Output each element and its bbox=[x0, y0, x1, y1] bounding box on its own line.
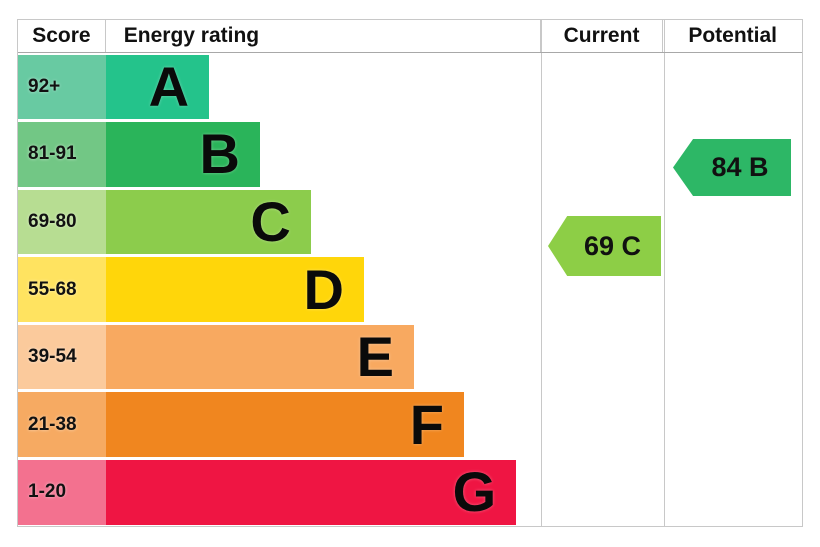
score-cell-g: 1-20 bbox=[18, 459, 106, 525]
bar-area-f: F bbox=[106, 391, 541, 459]
score-cell-e: 39-54 bbox=[18, 324, 106, 390]
rating-bar-f: F bbox=[106, 392, 464, 457]
rating-bar-g: G bbox=[106, 459, 517, 525]
band-row-b: 81-91 B bbox=[18, 121, 802, 189]
band-row-c: 69-80 C bbox=[18, 188, 802, 256]
current-column-divider bbox=[541, 20, 542, 526]
band-row-e: 39-54 E bbox=[18, 323, 802, 391]
rating-bar-c: C bbox=[106, 189, 311, 255]
current-rating-arrow: 69 C bbox=[548, 216, 661, 276]
bar-area-b: B bbox=[106, 121, 541, 189]
header-current: Current bbox=[539, 20, 663, 52]
score-cell-a: 92+ bbox=[18, 54, 106, 120]
potential-rating-arrow: 84 B bbox=[673, 139, 791, 196]
bar-area-g: G bbox=[106, 458, 541, 526]
rating-letter-g: G bbox=[452, 460, 497, 524]
score-cell-c: 69-80 bbox=[18, 189, 106, 255]
score-cell-f: 21-38 bbox=[18, 392, 106, 457]
header-potential: Potential bbox=[662, 20, 802, 52]
bar-area-c: C bbox=[106, 188, 541, 256]
rating-bar-d: D bbox=[106, 257, 364, 322]
rating-letter-e: E bbox=[356, 325, 394, 389]
bar-area-a: A bbox=[106, 53, 541, 121]
table-header: Score Energy rating Current Potential bbox=[18, 20, 802, 53]
score-cell-d: 55-68 bbox=[18, 257, 106, 322]
score-cell-b: 81-91 bbox=[18, 122, 106, 187]
rating-letter-d: D bbox=[303, 257, 344, 321]
band-rows: 92+ A 81-91 B 69-80 bbox=[18, 53, 802, 526]
band-row-a: 92+ A bbox=[18, 53, 802, 121]
band-row-d: 55-68 D bbox=[18, 256, 802, 324]
bar-area-e: E bbox=[106, 323, 541, 391]
potential-column-divider bbox=[664, 20, 665, 526]
rating-letter-f: F bbox=[409, 392, 444, 456]
bar-area-d: D bbox=[106, 256, 541, 324]
rating-bar-e: E bbox=[106, 324, 414, 390]
header-energy-rating: Energy rating bbox=[123, 24, 260, 47]
rating-letter-c: C bbox=[250, 189, 291, 253]
rating-bar-a: A bbox=[106, 54, 210, 120]
epc-table: Score Energy rating Current Potential 92… bbox=[17, 19, 803, 527]
rating-letter-b: B bbox=[199, 122, 240, 186]
rating-letter-a: A bbox=[148, 54, 190, 118]
band-row-f: 21-38 F bbox=[18, 391, 802, 459]
header-score: Score bbox=[18, 20, 106, 52]
band-row-g: 1-20 G bbox=[18, 458, 802, 526]
rating-bar-b: B bbox=[106, 122, 260, 187]
